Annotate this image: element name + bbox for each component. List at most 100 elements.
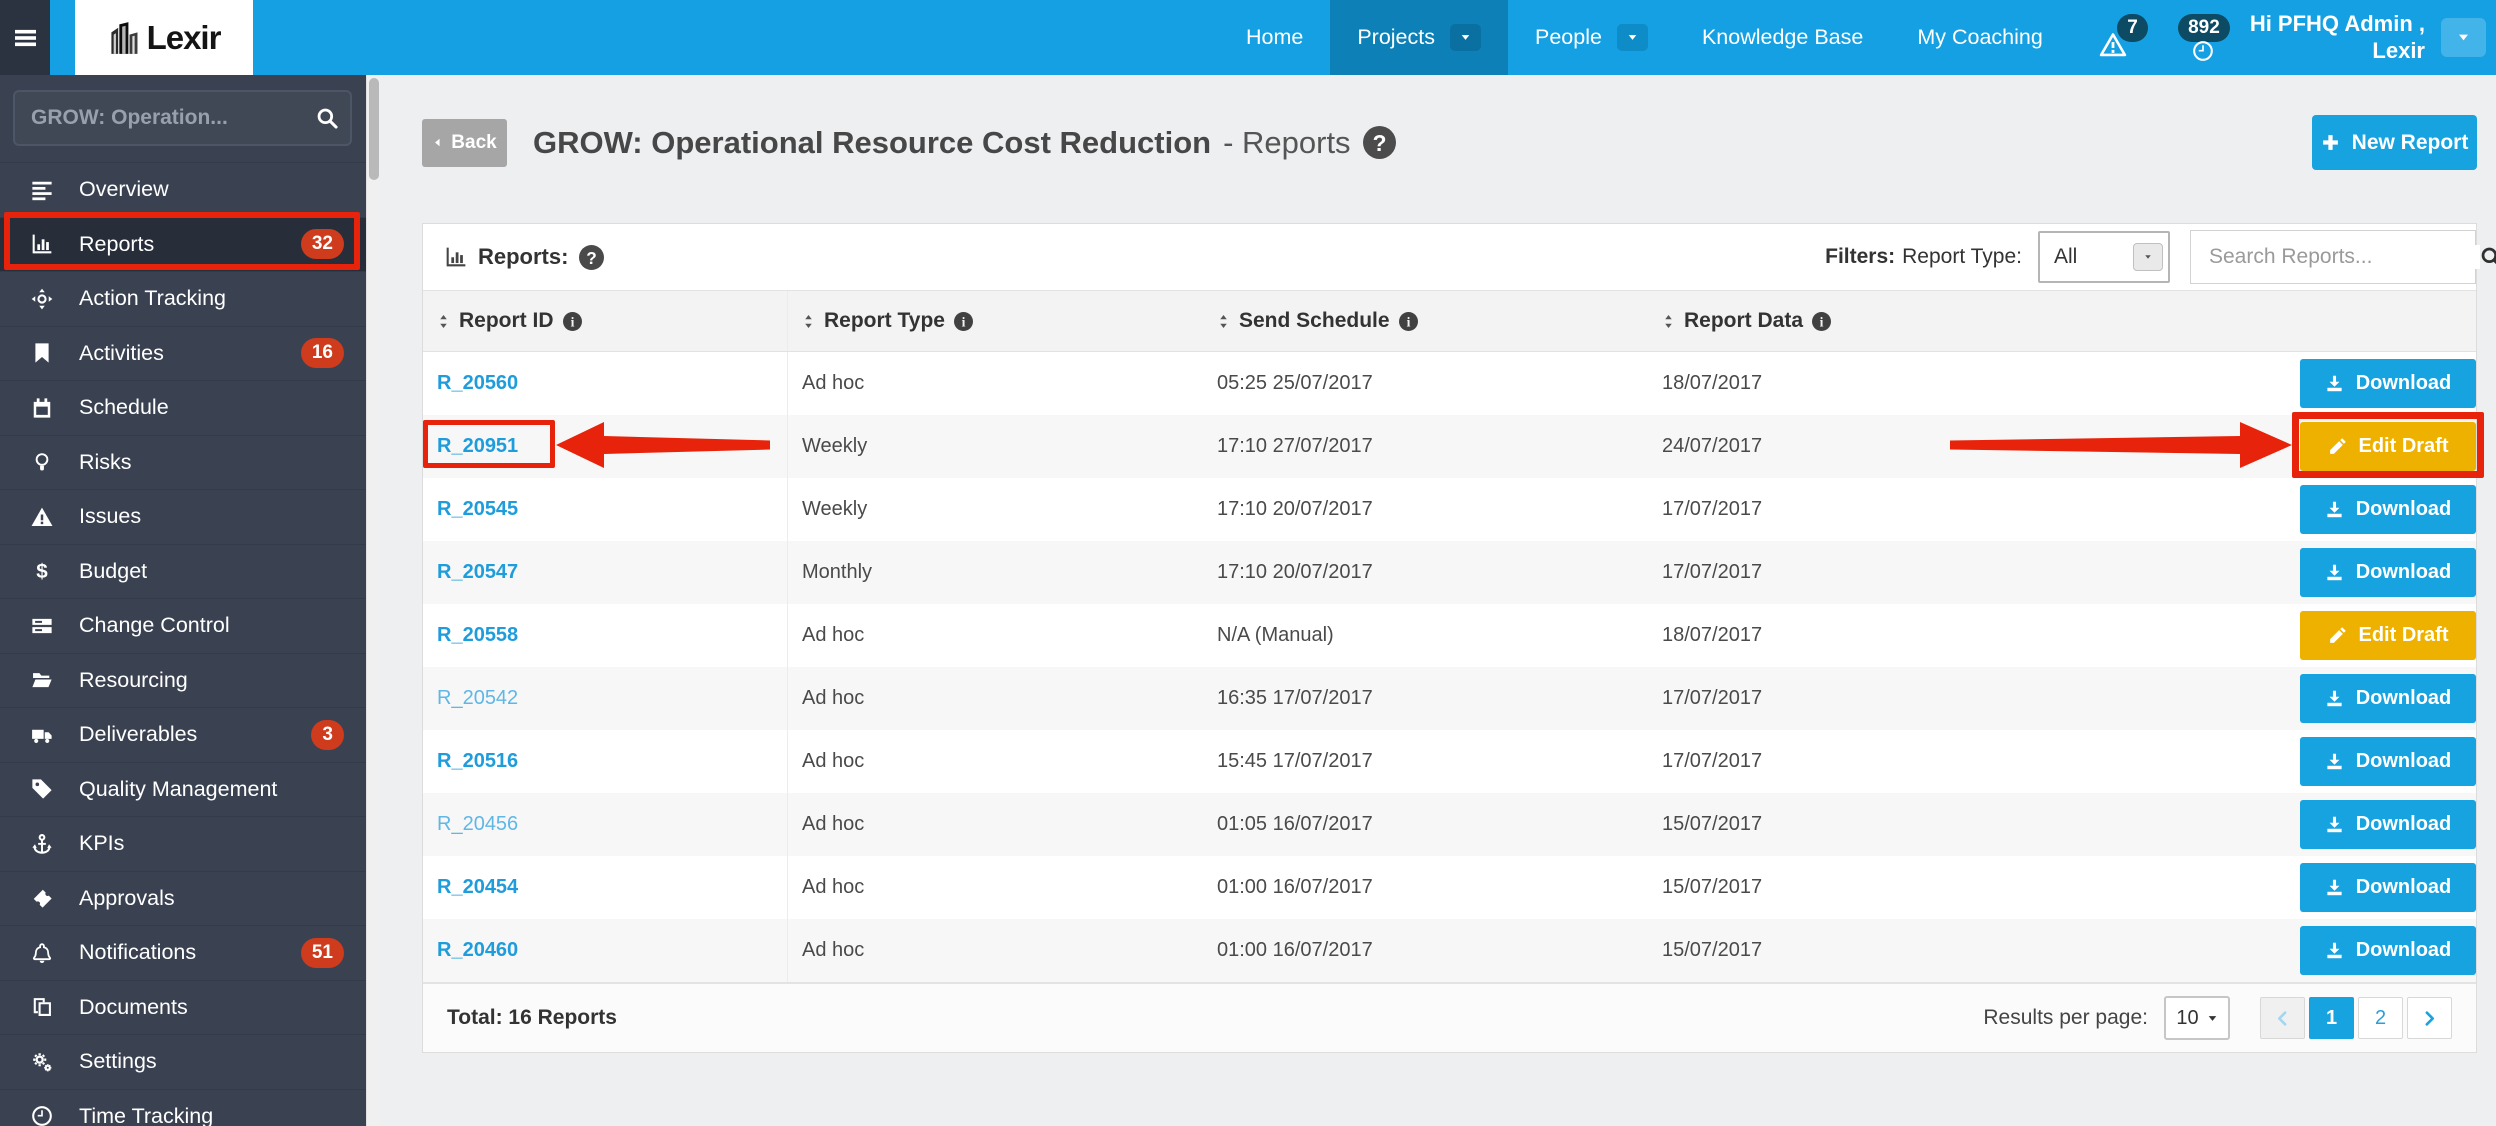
nav-item-my-coaching[interactable]: My Coaching [1890, 0, 2069, 75]
panel-title: Reports: [478, 244, 569, 269]
back-button[interactable]: Back [422, 118, 507, 167]
report-data-cell: 15/07/2017 [1662, 813, 1763, 835]
report-id-link[interactable]: R_20545 [437, 498, 519, 520]
edit-draft-button[interactable]: Edit Draft [2300, 422, 2476, 471]
download-button[interactable]: Download [2300, 926, 2476, 975]
report-id-link[interactable]: R_20542 [437, 687, 519, 709]
download-button[interactable]: Download [2300, 548, 2476, 597]
caret-down-icon[interactable] [1616, 24, 1648, 51]
download-button[interactable]: Download [2300, 737, 2476, 786]
report-id-link[interactable]: R_20560 [437, 372, 519, 394]
nav-item-home[interactable]: Home [1219, 0, 1330, 75]
sidebar-item-approvals[interactable]: Approvals [0, 870, 366, 926]
count-badge: 3 [311, 719, 344, 750]
download-button[interactable]: Download [2300, 485, 2476, 534]
nav-item-label: Home [1245, 25, 1304, 49]
sort-icon[interactable] [437, 313, 450, 330]
page-subtitle: - Reports [1223, 124, 1351, 160]
sidebar-item-quality-management[interactable]: Quality Management [0, 761, 366, 817]
edit-draft-button[interactable]: Edit Draft [2300, 611, 2476, 660]
column-header-report-data[interactable]: Report Data i [1648, 309, 2286, 333]
user-menu-button[interactable] [2441, 18, 2486, 57]
sidebar-scrollbar[interactable] [366, 75, 380, 1126]
table-footer: Total: 16 Reports Results per page: 10 1… [423, 982, 2476, 1052]
report-data-cell: 18/07/2017 [1662, 624, 1763, 646]
brand-logo[interactable]: Lexir [75, 0, 253, 75]
sidebar-item-settings[interactable]: Settings [0, 1034, 366, 1089]
sidebar-toggle-button[interactable] [0, 0, 50, 75]
sidebar-item-resourcing[interactable]: Resourcing [0, 652, 366, 708]
table-row: R_20454 Ad hoc 01:00 16/07/2017 15/07/20… [423, 856, 2476, 919]
svg-text:i: i [1406, 314, 1410, 329]
report-id-link[interactable]: R_20547 [437, 561, 519, 583]
help-icon[interactable]: ? [579, 244, 605, 270]
column-header-report-id[interactable]: Report ID i [423, 291, 788, 351]
tag-icon [27, 778, 57, 800]
report-id-link[interactable]: R_20460 [437, 939, 519, 961]
download-button[interactable]: Download [2300, 359, 2476, 408]
sidebar-item-overview[interactable]: Overview [0, 162, 366, 217]
report-id-link[interactable]: R_20558 [437, 624, 519, 646]
report-type-cell: Ad hoc [802, 876, 865, 898]
notifications-indicator[interactable]: 892 [2172, 13, 2230, 62]
nav-items: Home Projects People Knowledge Base My C… [1219, 0, 2070, 75]
report-id-link[interactable]: R_20454 [437, 876, 519, 898]
reports-search-input[interactable] [2191, 245, 2480, 269]
sort-icon[interactable] [1217, 313, 1230, 330]
sidebar-item-reports[interactable]: Reports 32 [0, 216, 366, 271]
download-button[interactable]: Download [2300, 800, 2476, 849]
chevron-right-icon [2422, 1010, 2437, 1026]
new-report-button[interactable]: New Report [2312, 115, 2477, 170]
sidebar-item-change-control[interactable]: Change Control [0, 598, 366, 653]
next-page-button[interactable] [2407, 997, 2452, 1039]
sidebar-item-label: Schedule [79, 395, 169, 420]
sidebar-item-label: Notifications [79, 940, 197, 965]
download-button[interactable]: Download [2300, 674, 2476, 723]
caret-down-icon[interactable] [2133, 243, 2163, 271]
alerts-indicator[interactable]: 7 [2098, 13, 2148, 62]
project-search-input[interactable] [31, 106, 316, 130]
scrollbar-thumb[interactable] [369, 78, 379, 180]
report-type-cell: Ad hoc [802, 624, 865, 646]
report-data-cell: 17/07/2017 [1662, 750, 1763, 772]
download-button[interactable]: Download [2300, 863, 2476, 912]
column-header-report-type[interactable]: Report Type i [788, 309, 1203, 333]
sidebar-item-budget[interactable]: $ Budget [0, 543, 366, 599]
sidebar-item-time-tracking[interactable]: Time Tracking [0, 1088, 366, 1126]
sidebar-item-activities[interactable]: Activities 16 [0, 325, 366, 381]
report-id-link[interactable]: R_20516 [437, 750, 519, 772]
sidebar-menu: Overview Reports 32 Action Tracking Acti… [0, 162, 366, 1126]
sidebar-item-deliverables[interactable]: Deliverables 3 [0, 707, 366, 762]
sort-icon[interactable] [1662, 313, 1675, 330]
nav-item-projects[interactable]: Projects [1330, 0, 1508, 75]
sidebar-item-issues[interactable]: Issues [0, 489, 366, 544]
search-icon[interactable] [2480, 246, 2496, 268]
search-icon [316, 107, 338, 129]
nav-status-cluster: 7 892 [2070, 0, 2250, 75]
svg-text:?: ? [1372, 130, 1386, 156]
results-per-page-select[interactable]: 10 [2164, 996, 2230, 1040]
previous-page-button[interactable] [2260, 997, 2305, 1039]
page-1-button[interactable]: 1 [2309, 997, 2354, 1039]
nav-item-people[interactable]: People [1508, 0, 1675, 75]
sidebar-item-label: Quality Management [79, 776, 278, 801]
sidebar-item-notifications[interactable]: Notifications 51 [0, 925, 366, 980]
page-2-button[interactable]: 2 [2358, 997, 2403, 1039]
column-header-send-schedule[interactable]: Send Schedule i [1203, 309, 1648, 333]
info-icon: i [562, 311, 582, 331]
nav-item-knowledge-base[interactable]: Knowledge Base [1675, 0, 1890, 75]
caret-down-icon[interactable] [1450, 24, 1481, 51]
report-type-select[interactable]: All [2038, 231, 2170, 283]
report-id-link[interactable]: R_20456 [437, 813, 519, 835]
report-type-selected-value: All [2054, 245, 2078, 268]
sidebar-item-schedule[interactable]: Schedule [0, 380, 366, 435]
sidebar-item-risks[interactable]: Risks [0, 434, 366, 490]
table-row: R_20542 Ad hoc 16:35 17/07/2017 17/07/20… [423, 667, 2476, 730]
sidebar-item-kpis[interactable]: KPIs [0, 816, 366, 871]
sidebar-item-action-tracking[interactable]: Action Tracking [0, 271, 366, 326]
report-type-cell: Ad hoc [802, 939, 865, 961]
report-id-link[interactable]: R_20951 [437, 435, 519, 457]
sort-icon[interactable] [802, 313, 815, 330]
help-icon[interactable]: ? [1362, 126, 1396, 159]
sidebar-item-documents[interactable]: Documents [0, 979, 366, 1035]
